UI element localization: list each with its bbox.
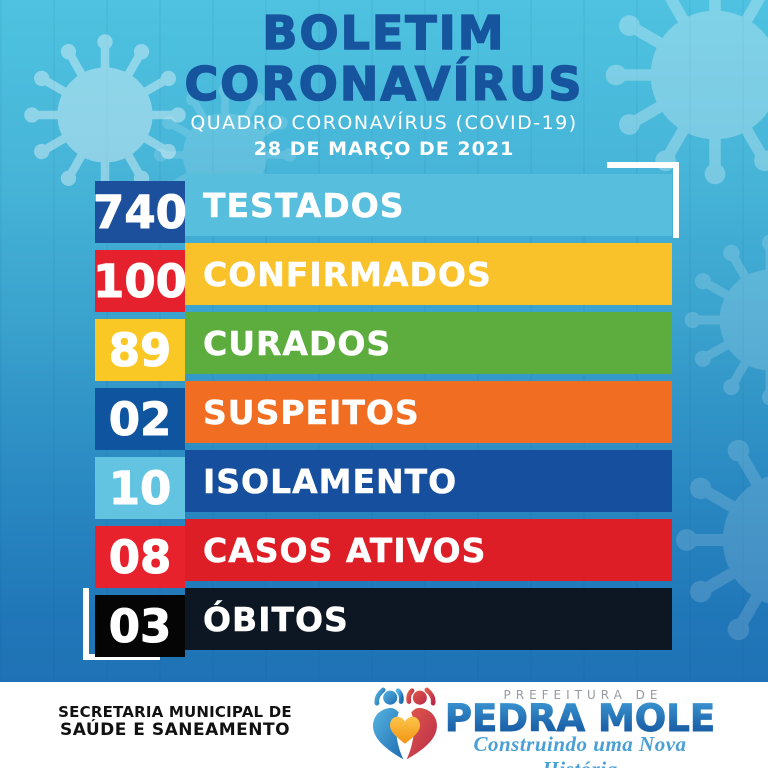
stat-value: 08 [108,530,172,584]
stat-row-curados: CURADOS 89 [95,312,672,381]
report-date: 28 DE MARÇO DE 2021 [253,138,515,160]
subtitle: QUADRO CORONAVÍRUS (COVID-19) [190,112,578,134]
stat-value: 89 [108,323,172,377]
secretaria-line-1: SECRETARIA MUNICIPAL DE [58,703,292,721]
stat-bar: ISOLAMENTO [185,450,672,512]
stat-value: 10 [108,461,172,515]
virus-watermark-icon [684,234,768,406]
stat-value: 02 [108,392,172,446]
stat-label: ISOLAMENTO [203,461,458,501]
secretaria-line-2: SAÚDE E SANEAMENTO [59,720,291,741]
stat-bar: ÓBITOS [185,588,672,650]
stat-value: 03 [108,599,172,653]
pedra-mole-heart-logo-icon [373,687,437,760]
stat-bar: CASOS ATIVOS [185,519,672,581]
stat-value-badge: 740 [93,181,188,243]
logo-slogan: Construindo uma Nova História [473,732,687,768]
stat-row-testados: TESTADOS 740 [93,174,672,243]
stat-label: TESTADOS [203,185,405,225]
title-line-1: BOLETIM [262,5,506,61]
stat-row-casos-ativos: CASOS ATIVOS 08 [95,519,672,588]
footer-bar: SECRETARIA MUNICIPAL DE SAÚDE E SANEAMEN… [0,682,768,768]
stat-label: ÓBITOS [203,599,349,639]
stat-value-badge: 03 [95,595,185,657]
stat-bar: CURADOS [185,312,672,374]
stat-bar: SUSPEITOS [185,381,672,443]
pedra-mole-wordmark: PEDRA MOLE [440,697,720,741]
virus-watermark-icon [676,426,768,654]
stat-value-badge: 89 [95,319,185,381]
stat-value: 740 [93,185,188,239]
stat-value-badge: 02 [95,388,185,450]
stat-label: CASOS ATIVOS [203,530,487,570]
corner-bracket-top-right-horizontal [607,162,679,168]
stat-label: CURADOS [203,323,392,363]
prefeitura-de-label: PREFEITURA DE [503,688,663,702]
stat-value-badge: 08 [95,526,185,588]
stat-label: SUSPEITOS [203,392,420,432]
stat-row-obitos: ÓBITOS 03 [95,588,672,657]
title-line-2: CORONAVÍRUS [184,56,584,112]
corner-bracket-top-right-vertical [673,162,679,238]
stat-label: CONFIRMADOS [203,254,492,294]
stat-bar: TESTADOS [185,174,672,236]
stat-bar: CONFIRMADOS [185,243,672,305]
secretaria-text: SECRETARIA MUNICIPAL DE SAÚDE E SANEAMEN… [10,703,340,741]
corner-bracket-bottom-left-horizontal [83,654,160,660]
stat-value-badge: 10 [95,457,185,519]
stat-value-badge: 100 [93,250,188,312]
stat-row-isolamento: ISOLAMENTO 10 [95,450,672,519]
corner-bracket-bottom-left-vertical [83,588,89,660]
stat-row-suspeitos: SUSPEITOS 02 [95,381,672,450]
stat-value: 100 [93,254,188,308]
stat-row-confirmados: CONFIRMADOS 100 [93,243,672,312]
